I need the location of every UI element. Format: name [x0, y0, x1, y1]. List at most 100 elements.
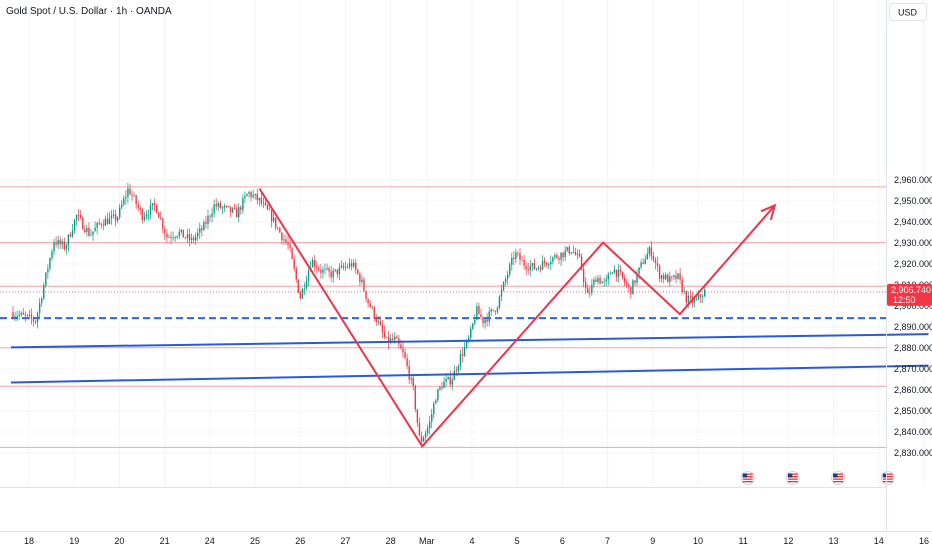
- candle-body: [640, 262, 642, 268]
- time-tick-label: 19: [69, 536, 79, 546]
- horizontal-levels: [0, 186, 886, 448]
- candle-body: [223, 205, 226, 208]
- currency-label: USD: [898, 8, 918, 18]
- candle-body: [311, 259, 314, 268]
- candle-body: [658, 265, 661, 279]
- candle-body: [336, 269, 339, 275]
- candle-body: [307, 270, 310, 281]
- candles: [12, 182, 706, 445]
- candle-body: [324, 268, 326, 270]
- candle-body: [488, 311, 490, 322]
- flag-stripe: [787, 473, 798, 475]
- candle-body: [560, 252, 562, 260]
- candle-body: [332, 270, 334, 278]
- candle-body: [268, 209, 271, 211]
- flag-stripe: [882, 478, 893, 480]
- candle-body: [59, 239, 61, 245]
- candle-body: [149, 205, 152, 215]
- candle-body: [392, 338, 394, 340]
- time-tick-label: 26: [295, 536, 305, 546]
- price-tick-label: 2,930.000: [894, 238, 932, 248]
- candle-body: [367, 298, 369, 304]
- candle-body: [695, 298, 698, 300]
- candle-body: [615, 269, 618, 277]
- candle-body: [127, 188, 129, 197]
- candle-body: [681, 279, 683, 292]
- candle-body: [285, 239, 287, 243]
- candle-body: [494, 310, 497, 312]
- currency-button[interactable]: USD: [889, 3, 927, 21]
- candle-body: [143, 216, 146, 220]
- candle-body: [155, 204, 158, 213]
- time-tick-label: 14: [874, 536, 884, 546]
- time-tick-label: Mar: [419, 536, 435, 546]
- candle-body: [188, 234, 191, 241]
- candle-body: [184, 237, 187, 239]
- candle-body: [106, 218, 109, 225]
- candle-body: [533, 263, 536, 270]
- candle-body: [281, 232, 283, 241]
- candle-body: [679, 273, 681, 280]
- candle-body: [326, 268, 328, 270]
- trend-line: [10, 364, 929, 384]
- candle-body: [137, 204, 139, 208]
- candle-body: [515, 252, 517, 259]
- candle-body: [236, 208, 238, 218]
- candle-body: [552, 257, 554, 262]
- candle-body: [338, 267, 341, 275]
- candle-body: [697, 294, 700, 299]
- candle-body: [646, 253, 648, 260]
- candle-body: [328, 268, 330, 272]
- candle-body: [420, 435, 423, 442]
- candle-body: [568, 247, 570, 254]
- candle-body: [73, 219, 76, 231]
- candle-body: [238, 207, 240, 218]
- time-tick-label: 13: [829, 536, 839, 546]
- flag-canton: [787, 473, 793, 478]
- candle-body: [447, 376, 449, 379]
- candle-body: [12, 312, 14, 318]
- candle-body: [131, 194, 133, 196]
- candle-body: [258, 197, 260, 201]
- last-price-value: 2,906.740: [891, 285, 931, 295]
- candle-body: [623, 277, 626, 283]
- last-price-badge-bg: [887, 283, 932, 306]
- candle-body: [667, 274, 669, 283]
- candle-body: [591, 284, 593, 294]
- candle-body: [519, 253, 521, 260]
- candle-body: [669, 276, 671, 283]
- candle-body: [650, 247, 653, 257]
- candle-body: [470, 328, 472, 338]
- candle-body: [369, 303, 371, 308]
- time-tick-label: 25: [250, 536, 260, 546]
- us-flag-icon: [880, 471, 895, 485]
- candle-body: [240, 207, 242, 210]
- candle-body: [408, 366, 410, 380]
- candle-body: [644, 259, 646, 264]
- candle-body: [291, 248, 293, 259]
- candle-body: [509, 264, 511, 275]
- flag-circle: [831, 471, 846, 485]
- candle-body: [45, 272, 47, 286]
- flag-circle: [740, 471, 755, 485]
- price-tick-label: 2,940.000: [894, 217, 932, 227]
- candle-body: [379, 321, 382, 326]
- candle-body: [172, 237, 174, 239]
- candle-body: [449, 376, 451, 385]
- time-axis[interactable]: 18 19 20 21 24 25 26 27 28 Mar 4 5 6 7 9 10 11 12 13 14 16: [24, 536, 929, 546]
- flag-stripe: [833, 473, 844, 475]
- candle-body: [86, 227, 88, 233]
- candle-body: [16, 315, 18, 317]
- candle-body: [617, 269, 620, 277]
- candle-body: [539, 267, 542, 270]
- candle-body: [605, 279, 607, 282]
- candle-body: [474, 319, 476, 324]
- candle-body: [556, 255, 558, 258]
- time-tick-label: 5: [515, 536, 520, 546]
- candle-body: [145, 214, 148, 217]
- candle-body: [96, 222, 98, 228]
- flag-stripe: [833, 478, 844, 480]
- candle-body: [186, 234, 189, 238]
- candle-body: [24, 314, 26, 316]
